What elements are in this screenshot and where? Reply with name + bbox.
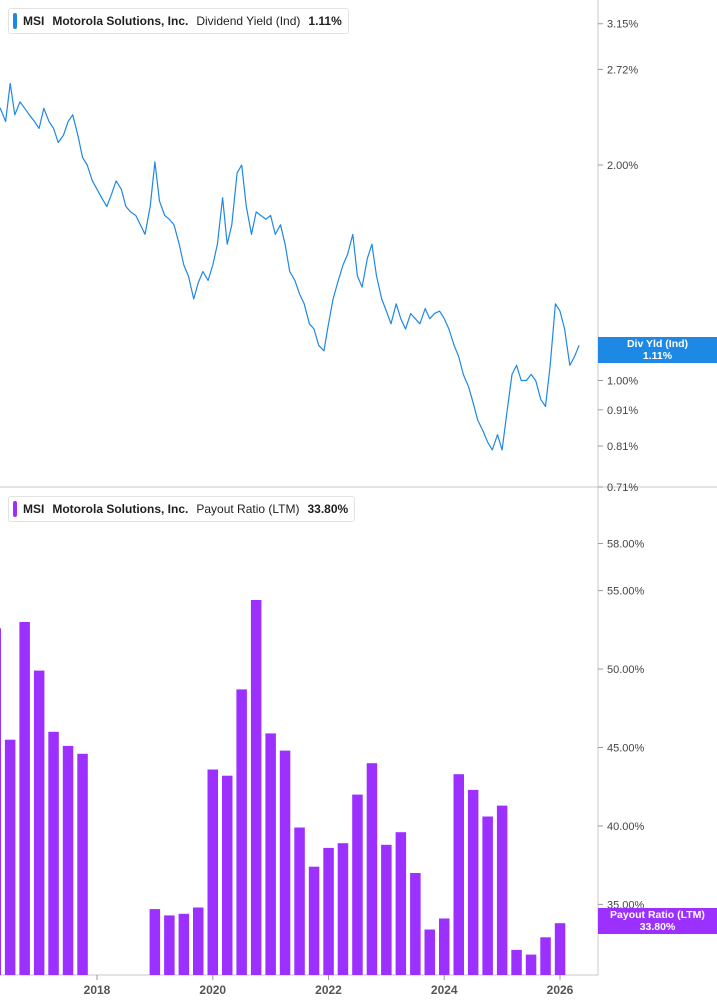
top-legend-metric: Dividend Yield (Ind) xyxy=(196,14,301,28)
payout-bar xyxy=(48,731,59,975)
payout-bar xyxy=(352,794,363,975)
top-legend-value: 1.11% xyxy=(308,14,342,28)
payout-bar xyxy=(496,805,508,975)
yield-tick-label: 1.00% xyxy=(607,376,638,388)
payout-bar xyxy=(482,816,493,975)
payout-bar xyxy=(222,775,233,975)
payout-tick-label: 50.00% xyxy=(607,664,645,676)
payout-bar xyxy=(381,844,392,975)
payout-bar xyxy=(178,913,190,975)
div-yield-tag-title: Div Yld (Ind) xyxy=(626,338,689,350)
payout-bar xyxy=(467,789,479,975)
div-yield-value-tag: Div Yld (Ind) 1.11% xyxy=(598,337,717,363)
top-legend[interactable]: MSI Motorola Solutions, Inc. Dividend Yi… xyxy=(8,8,349,34)
x-tick-label: 2026 xyxy=(547,983,574,997)
div-yield-tag-value: 1.11% xyxy=(642,350,673,362)
payout-bar xyxy=(77,753,88,975)
payout-tick-label: 55.00% xyxy=(607,586,645,598)
payout-bar xyxy=(207,769,218,975)
payout-bar xyxy=(149,909,161,975)
payout-bar xyxy=(554,923,566,975)
payout-bar xyxy=(279,750,291,975)
yield-tick-label: 2.72% xyxy=(607,64,638,76)
payout-bar xyxy=(19,622,30,975)
bottom-legend[interactable]: MSI Motorola Solutions, Inc. Payout Rati… xyxy=(8,496,356,522)
payout-bar xyxy=(4,739,16,975)
payout-bar xyxy=(308,866,320,975)
payout-bar xyxy=(323,847,334,975)
payout-tick-label: 40.00% xyxy=(607,821,645,833)
payout-bar xyxy=(540,937,551,975)
bottom-legend-value: 33.80% xyxy=(307,502,349,516)
x-tick-label: 2018 xyxy=(84,983,111,997)
top-legend-ticker: MSI xyxy=(23,14,45,28)
payout-bar xyxy=(337,843,349,975)
payout-bar xyxy=(439,918,450,975)
payout-bar xyxy=(250,600,262,975)
bottom-legend-swatch xyxy=(13,501,17,517)
payout-bar xyxy=(193,907,204,975)
payout-ratio-value-tag: Payout Ratio (LTM) 33.80% xyxy=(598,908,717,934)
x-tick-label: 2020 xyxy=(199,983,226,997)
payout-ratio-tag-title: Payout Ratio (LTM) xyxy=(610,909,705,921)
payout-bar xyxy=(424,929,435,975)
payout-tick-label: 58.00% xyxy=(607,539,645,551)
yield-tick-label: 3.15% xyxy=(607,19,638,31)
x-tick-label: 2024 xyxy=(431,983,458,997)
top-legend-company: Motorola Solutions, Inc. xyxy=(52,14,189,28)
payout-bar xyxy=(33,670,45,975)
payout-bar xyxy=(236,689,247,975)
yield-tick-label: 0.91% xyxy=(607,405,638,417)
top-legend-swatch xyxy=(13,13,17,29)
yield-tick-label: 2.00% xyxy=(607,160,638,172)
payout-ratio-tag-value: 33.80% xyxy=(639,921,676,933)
bottom-legend-company: Motorola Solutions, Inc. xyxy=(52,502,189,516)
payout-bar xyxy=(0,628,1,975)
payout-bar xyxy=(265,733,276,975)
yield-tick-label: 0.71% xyxy=(607,482,638,494)
payout-bar xyxy=(525,954,537,975)
dividend-yield-line xyxy=(0,82,580,451)
payout-bar xyxy=(164,915,175,975)
payout-bar xyxy=(395,832,407,975)
payout-bar xyxy=(511,949,522,975)
x-tick-label: 2022 xyxy=(315,983,342,997)
payout-bar xyxy=(62,745,74,975)
yield-tick-label: 0.81% xyxy=(607,441,638,453)
payout-bar xyxy=(294,827,305,975)
bottom-legend-metric: Payout Ratio (LTM) xyxy=(196,502,300,516)
payout-tick-label: 45.00% xyxy=(607,743,645,755)
bottom-legend-ticker: MSI xyxy=(23,502,45,516)
payout-bar xyxy=(410,873,421,975)
payout-bar xyxy=(366,763,378,975)
payout-bar xyxy=(453,774,464,975)
